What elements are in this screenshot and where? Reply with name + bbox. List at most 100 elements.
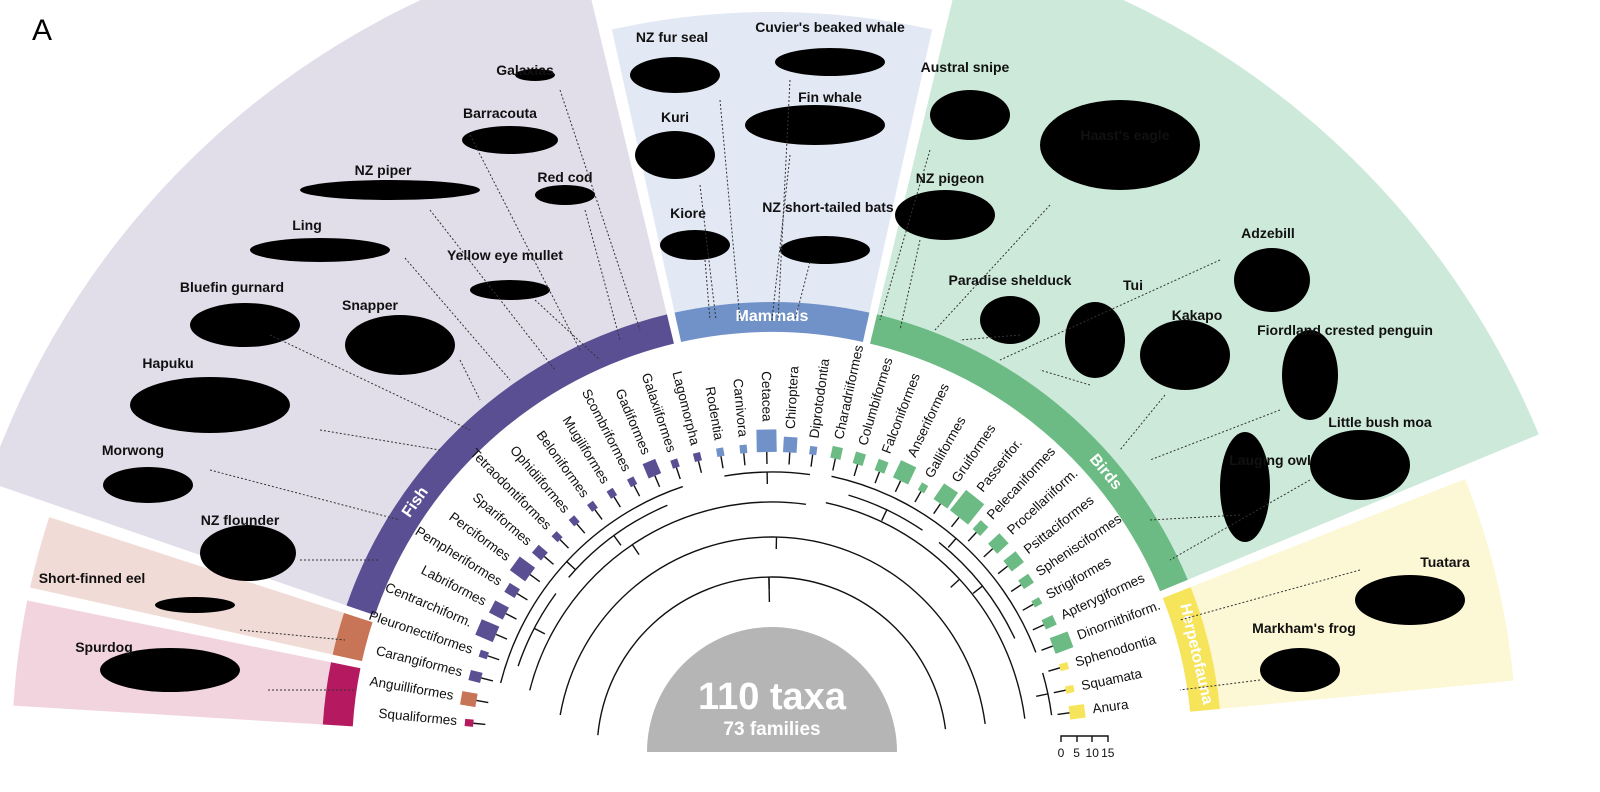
- animal-label: Kuri: [661, 109, 689, 125]
- animal-label: Fin whale: [798, 89, 862, 105]
- herpetofauna-band: [1162, 587, 1220, 712]
- order-label: Chiroptera: [783, 365, 802, 429]
- animal-silhouette-kiore: Kiore: [660, 205, 730, 260]
- animal-silhouette-short-finned-eel: Short-finned eel: [39, 570, 235, 613]
- silhouette-icon: [635, 131, 715, 179]
- order-size-bar: [488, 600, 509, 620]
- animal-label: Tuatara: [1420, 554, 1470, 570]
- order-size-bar: [1058, 662, 1070, 672]
- animal-silhouette-bluefin-gurnard: Bluefin gurnard: [180, 279, 300, 347]
- order-size-bar: [670, 458, 680, 469]
- order-tip: Chiroptera: [782, 365, 802, 453]
- animal-silhouette-galaxias: Galaxias: [496, 62, 555, 81]
- order-size-bar: [692, 452, 702, 463]
- animal-silhouette-fiordland-crested-penguin: Fiordland crested penguin: [1257, 322, 1433, 420]
- order-size-bar: [782, 436, 798, 453]
- animal-label: Ling: [292, 217, 322, 233]
- mammals-band: [674, 302, 870, 342]
- silhouette-icon: [190, 303, 300, 347]
- order-label: Squamata: [1080, 666, 1144, 693]
- animal-silhouette-tuatara: Tuatara: [1355, 554, 1470, 625]
- silhouette-icon: [660, 230, 730, 260]
- fish-band: [346, 314, 674, 616]
- animal-silhouette-cuvier-s-beaked-whale: Cuvier's beaked whale: [755, 19, 905, 76]
- order-label: Anura: [1092, 697, 1130, 717]
- animal-silhouette-ling: Ling: [250, 217, 390, 262]
- silhouette-icon: [200, 525, 296, 581]
- animal-label: NZ piper: [355, 162, 412, 178]
- silhouette-icon: [1220, 432, 1270, 542]
- order-size-bar: [475, 619, 500, 643]
- order-size-bar: [606, 487, 618, 499]
- scale-tick-label: 5: [1073, 746, 1080, 760]
- animal-silhouette-tui: Tui: [1065, 277, 1143, 378]
- silhouette-icon: [515, 69, 555, 81]
- scale-tick-label: 0: [1058, 746, 1065, 760]
- order-size-bar: [972, 520, 989, 536]
- order-size-bar: [739, 444, 748, 454]
- animal-label: Tui: [1123, 277, 1143, 293]
- order-tip: Squaliformes: [378, 706, 474, 729]
- animal-label: Bluefin gurnard: [180, 279, 284, 295]
- silhouette-icon: [630, 57, 720, 93]
- silhouette-icon: [1065, 302, 1125, 378]
- order-size-bar: [852, 451, 867, 466]
- animal-label: Morwong: [102, 442, 164, 458]
- order-label: Anguilliformes: [369, 674, 455, 703]
- shark-band: [322, 662, 361, 727]
- silhouette-icon: [1282, 330, 1338, 420]
- order-size-bar: [531, 544, 548, 561]
- animal-silhouette-haast-s-eagle: Haast's eagle: [1040, 100, 1200, 190]
- order-size-bar: [478, 649, 489, 660]
- order-tip: Anguilliformes: [369, 674, 478, 708]
- silhouette-icon: [103, 467, 193, 503]
- taxa-count: 110 taxa: [698, 676, 847, 718]
- silhouette-icon: [980, 296, 1040, 344]
- animal-label: Lauging owl: [1229, 452, 1311, 468]
- order-tip: Squamata: [1064, 666, 1144, 694]
- order-label: Cetacea: [759, 371, 775, 422]
- animal-silhouette-barracouta: Barracouta: [462, 105, 558, 154]
- silhouette-icon: [1260, 648, 1340, 692]
- order-size-bar: [1068, 704, 1086, 720]
- animal-label: NZ fur seal: [636, 29, 708, 45]
- order-size-bar: [1003, 551, 1024, 572]
- herpetofauna-background-wedge: [1181, 478, 1514, 710]
- animal-label: Austral snipe: [921, 59, 1010, 75]
- silhouette-icon: [1040, 100, 1200, 190]
- order-label: Carnivora: [730, 378, 750, 438]
- families-count: 73 families: [723, 719, 820, 740]
- silhouette-icon: [250, 238, 390, 262]
- order-size-bar: [626, 476, 638, 488]
- order-tip: Cetacea: [756, 371, 777, 453]
- animal-silhouette-lauging-owl: Lauging owl: [1220, 432, 1311, 542]
- animal-label: Little bush moa: [1328, 414, 1432, 430]
- silhouette-icon: [745, 105, 885, 145]
- animal-label: Haast's eagle: [1081, 127, 1170, 143]
- birds-band: [870, 314, 1188, 592]
- animal-silhouette-nz-flounder: NZ flounder: [200, 512, 296, 581]
- order-label: Squaliformes: [378, 706, 458, 729]
- silhouette-icon: [1140, 320, 1230, 390]
- fish-background-wedge: [0, 0, 670, 609]
- animal-silhouette-adzebill: Adzebill: [1234, 225, 1310, 312]
- silhouette-icon: [895, 190, 995, 240]
- order-size-bar: [1064, 684, 1075, 694]
- animal-label: Red cod: [537, 169, 592, 185]
- order-size-bar: [1049, 631, 1074, 654]
- silhouette-icon: [470, 280, 550, 300]
- animal-silhouette-yellow-eye-mullet: Yellow eye mullet: [447, 247, 563, 300]
- animal-silhouette-nz-fur-seal: NZ fur seal: [630, 29, 720, 93]
- animal-silhouette-hapuku: Hapuku: [130, 355, 290, 433]
- animal-silhouette-fin-whale: Fin whale: [745, 89, 885, 145]
- silhouette-icon: [345, 315, 455, 375]
- center-summary-dome: [647, 627, 897, 752]
- order-size-bar: [949, 489, 985, 525]
- order-size-bar: [464, 718, 474, 727]
- animal-silhouette-morwong: Morwong: [102, 442, 193, 503]
- silhouette-icon: [1234, 248, 1310, 312]
- silhouette-icon: [780, 236, 870, 264]
- scale-bar: 0 5 10 15: [1058, 735, 1115, 760]
